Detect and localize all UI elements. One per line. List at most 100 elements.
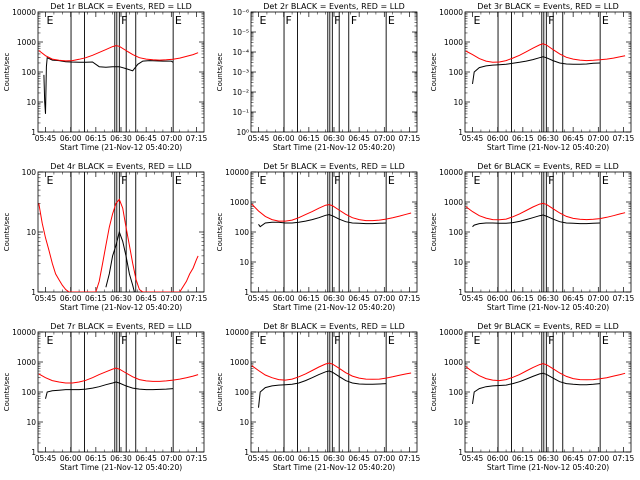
y-tick-label: 10000: [225, 328, 249, 337]
x-tick-label: 06:45: [135, 454, 157, 463]
x-axis-label: Start Time (21-Nov-12 05:40:20): [487, 463, 609, 472]
x-tick-label: 07:00: [160, 294, 182, 303]
y-tick-label: 100: [22, 388, 37, 397]
y-axis-label: Counts/sec: [216, 213, 224, 252]
x-tick-label: 07:00: [373, 134, 395, 143]
series-group: [465, 202, 626, 228]
lld-series-line: [251, 203, 412, 222]
flag-label: E: [260, 174, 267, 187]
x-tick-label: 05:45: [35, 134, 57, 143]
flag-label: E: [388, 334, 395, 347]
y-tick-label: 10000: [225, 168, 249, 177]
y-tick-label: 10⁻⁴: [232, 48, 249, 57]
x-axis-label: Start Time (21-Nov-12 05:40:20): [487, 303, 609, 312]
flag-label: F: [334, 174, 340, 187]
panel: Det 9r BLACK = Events, RED = LLD 1 10 100 10…: [430, 322, 634, 472]
x-tick-label: 05:45: [35, 294, 57, 303]
flag-label: F: [548, 14, 554, 27]
x-tick-label: 05:45: [462, 134, 484, 143]
x-tick-label: 07:15: [399, 294, 421, 303]
flag-label: E: [602, 14, 609, 27]
x-tick-label: 06:00: [273, 294, 295, 303]
y-tick-label: 1000: [444, 198, 463, 207]
x-tick-label: 05:45: [462, 454, 484, 463]
series-group: [251, 203, 412, 228]
x-tick-label: 06:15: [85, 134, 107, 143]
x-tick-label: 06:30: [537, 454, 559, 463]
series-group: [38, 45, 199, 114]
events-series-line: [472, 214, 601, 228]
x-tick-label: 07:15: [186, 454, 208, 463]
flag-label: E: [47, 14, 54, 27]
flag-label: F: [548, 174, 554, 187]
y-tick-label: 100: [235, 228, 250, 237]
y-tick-label: 1: [31, 448, 36, 457]
x-tick-label: 06:00: [60, 454, 82, 463]
x-tick-label: 07:15: [186, 294, 208, 303]
flag-label: F: [334, 14, 340, 27]
x-tick-label: 06:30: [323, 454, 345, 463]
y-tick-label: 10⁻¹: [232, 108, 249, 117]
x-tick-label: 06:45: [562, 294, 584, 303]
x-tick-label: 06:45: [562, 134, 584, 143]
flag-label: F: [286, 14, 292, 27]
panel-title: Det 7r BLACK = Events, RED = LLD: [50, 322, 192, 331]
x-axis-label: Start Time (21-Nov-12 05:40:20): [60, 143, 182, 152]
flag-label: F: [351, 14, 357, 27]
flag-label: E: [602, 334, 609, 347]
flag-label: F: [548, 334, 554, 347]
y-tick-label: 10000: [12, 8, 36, 17]
x-tick-label: 07:00: [587, 454, 609, 463]
x-tick-label: 06:00: [273, 454, 295, 463]
series-group: [38, 198, 199, 292]
x-tick-label: 07:00: [587, 294, 609, 303]
x-tick-label: 06:30: [110, 294, 132, 303]
x-tick-label: 07:15: [613, 454, 635, 463]
x-tick-label: 06:00: [60, 294, 82, 303]
y-tick-label: 10⁻⁶: [232, 8, 249, 17]
panel-title: Det 2r BLACK = Events, RED = LLD: [263, 2, 405, 11]
x-tick-label: 05:45: [248, 134, 270, 143]
x-tick-label: 06:15: [512, 294, 534, 303]
series-group: [465, 363, 626, 404]
series-group: [465, 43, 626, 84]
x-tick-label: 06:15: [85, 454, 107, 463]
x-tick-label: 07:00: [587, 134, 609, 143]
x-tick-label: 06:45: [348, 134, 370, 143]
y-tick-label: 10: [239, 258, 249, 267]
y-tick-label: 100: [22, 168, 37, 177]
x-tick-label: 07:15: [613, 294, 635, 303]
y-tick-label: 10: [26, 228, 36, 237]
x-axis-label: Start Time (21-Nov-12 05:40:20): [60, 303, 182, 312]
y-tick-label: 1: [31, 128, 36, 137]
panel: Det 7r BLACK = Events, RED = LLD 1 10 100 10…: [3, 322, 207, 472]
y-tick-label: 10⁻²: [232, 88, 249, 97]
y-tick-label: 10⁻⁵: [232, 28, 249, 37]
flag-label: F: [121, 334, 127, 347]
flag-label: E: [474, 174, 481, 187]
x-tick-label: 07:15: [186, 134, 208, 143]
y-tick-label: 1: [458, 128, 463, 137]
flag-label: F: [121, 14, 127, 27]
x-tick-label: 07:00: [373, 454, 395, 463]
y-tick-label: 10000: [439, 168, 463, 177]
y-axis-label: Counts/sec: [216, 373, 224, 412]
events-series-line: [105, 230, 135, 292]
x-axis-label: Start Time (21-Nov-12 05:40:20): [273, 463, 395, 472]
x-axis-label: Start Time (21-Nov-12 05:40:20): [273, 143, 395, 152]
y-tick-label: 10: [453, 98, 463, 107]
x-tick-label: 06:15: [298, 454, 320, 463]
y-axis-label: Counts/sec: [430, 213, 438, 252]
series-group: [38, 367, 199, 399]
x-tick-label: 06:30: [110, 134, 132, 143]
x-tick-label: 06:15: [298, 294, 320, 303]
lld-series-line: [465, 363, 626, 382]
flag-label: E: [474, 334, 481, 347]
y-tick-label: 10000: [439, 8, 463, 17]
flag-label: E: [175, 174, 182, 187]
x-tick-label: 06:30: [537, 294, 559, 303]
lld-series-line: [38, 45, 199, 62]
flag-label: E: [260, 334, 267, 347]
x-axis-label: Start Time (21-Nov-12 05:40:20): [60, 463, 182, 472]
